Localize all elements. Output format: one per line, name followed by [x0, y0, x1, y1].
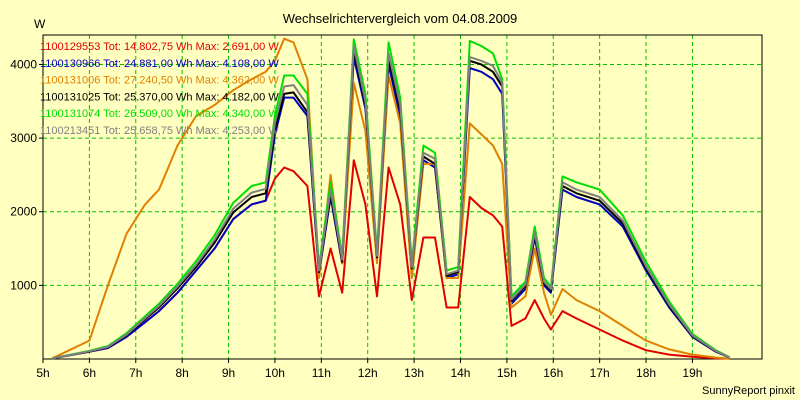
series-line-5 — [52, 45, 730, 360]
y-tick-label: 2000 — [10, 205, 37, 219]
x-tick-label: 12h — [358, 366, 378, 380]
legend-entry-1: 1100130966 Tot: 24.881,00 Wh Max: 4.108,… — [40, 58, 279, 70]
plot-area-frame — [42, 34, 763, 360]
x-tick-label: 17h — [590, 366, 610, 380]
x-tick-label: 14h — [450, 366, 470, 380]
x-tick-label: 7h — [129, 366, 142, 380]
x-tick-label: 5h — [36, 366, 49, 380]
chart-title: Wechselrichtervergleich vom 04.08.2009 — [283, 11, 518, 26]
axis-ticks: 5h 6h 7h 8h 9h 10h 11h 12h 13h 14h 15h 16h 17h 18h 19h… — [10, 57, 702, 380]
y-axis-label: W — [34, 17, 46, 31]
legend-entry-5: 1100213451 Tot: 25.658,75 Wh Max: 4.253,… — [40, 125, 279, 137]
x-tick-label: 15h — [497, 366, 517, 380]
x-tick-label: 9h — [222, 366, 235, 380]
legend: 1100129553 Tot: 14.802,75 Wh Max: 2.691,… — [40, 41, 279, 137]
legend-entry-0: 1100129553 Tot: 14.802,75 Wh Max: 2.691,… — [40, 41, 279, 53]
x-tick-label: 6h — [83, 366, 96, 380]
series-lines — [51, 37, 730, 360]
x-tick-label: 11h — [312, 366, 331, 380]
x-tick-label: 18h — [636, 366, 656, 380]
grid-lines — [43, 35, 762, 359]
x-tick-label: 16h — [543, 366, 563, 380]
legend-entry-3: 1100131025 Tot: 25.370,00 Wh Max: 4.182,… — [40, 91, 279, 103]
y-tick-label: 3000 — [10, 131, 37, 145]
legend-entry-2: 1100131006 Tot: 27.240,50 Wh Max: 4.362,… — [40, 75, 279, 87]
y-tick-label: 1000 — [10, 278, 37, 292]
y-tick-label: 4000 — [10, 57, 37, 71]
x-tick-label: 10h — [265, 366, 285, 380]
series-line-4 — [52, 38, 730, 360]
footer-credit: SunnyReport pinxit — [702, 385, 795, 397]
x-tick-label: 19h — [682, 366, 702, 380]
x-tick-label: 8h — [175, 366, 188, 380]
x-tick-label: 13h — [404, 366, 424, 380]
legend-entry-4: 1100131074 Tot: 26.509,00 Wh Max: 4.340,… — [40, 108, 279, 120]
